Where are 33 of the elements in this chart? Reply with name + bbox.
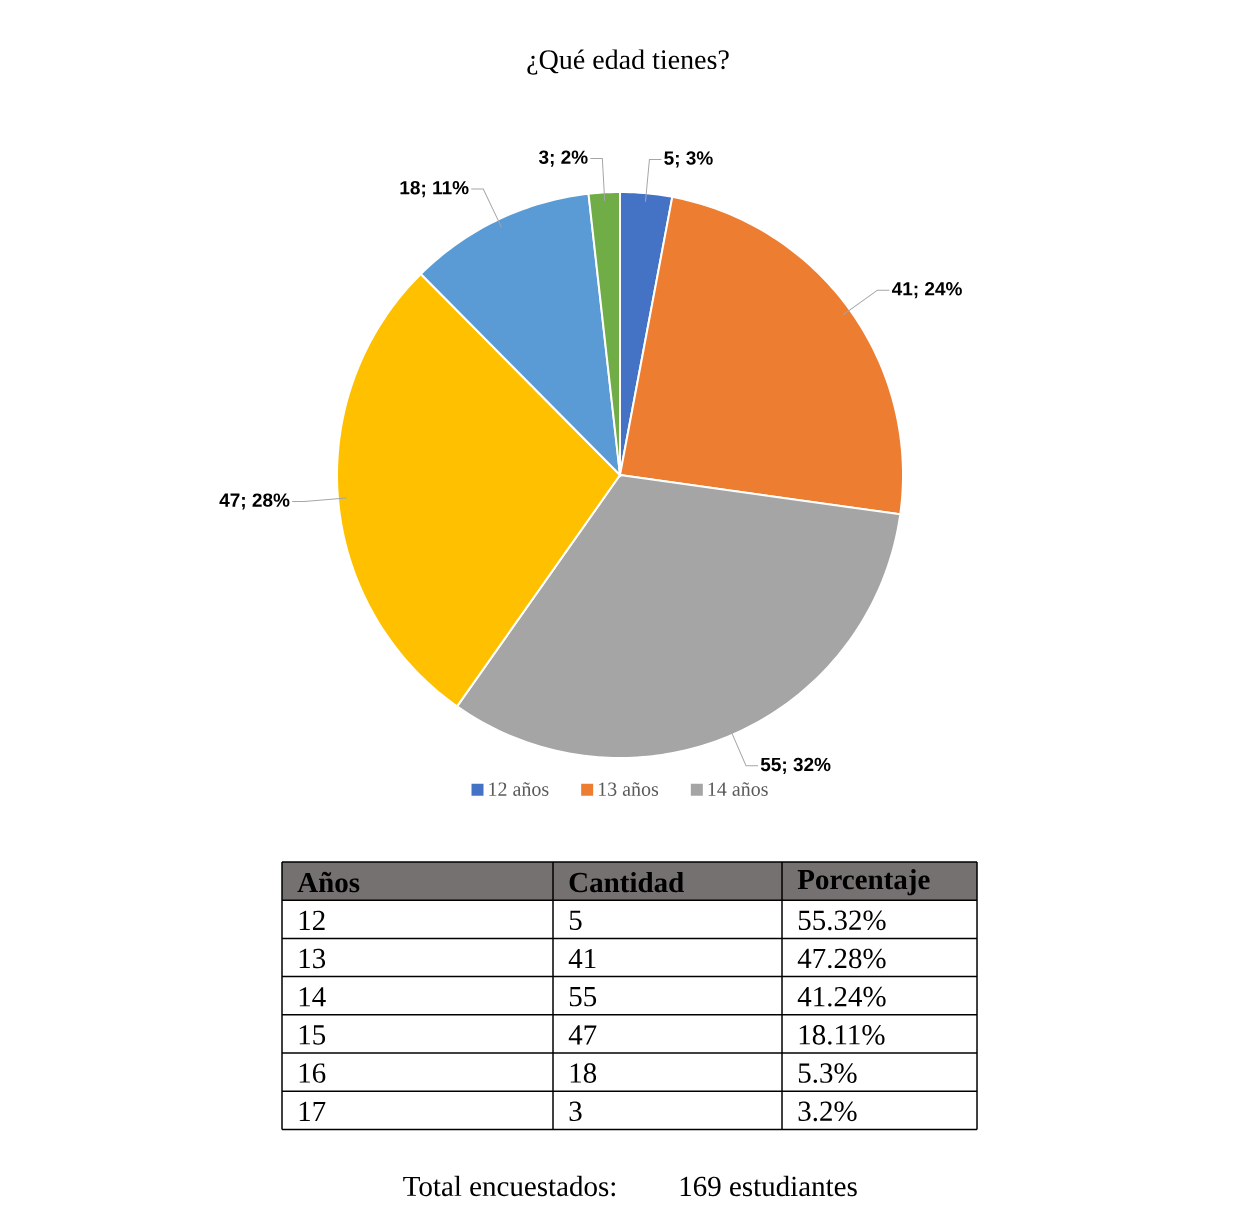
text: Total encuestados:	[403, 1175, 615, 1197]
text: 47.28%	[797, 948, 886, 969]
text: 18.11%	[799, 1025, 885, 1045]
text: 13	[299, 948, 326, 969]
text: 5.3%	[798, 1063, 857, 1083]
text: 41	[568, 948, 596, 969]
text: 169 estudiantes	[680, 1175, 857, 1197]
text: Cantidad	[569, 871, 684, 893]
data-label: 47; 28%	[219, 493, 290, 510]
text: 17	[299, 1101, 326, 1121]
text: 3.2%	[798, 1101, 857, 1122]
text: 12	[299, 910, 325, 930]
data-label: 3; 2%	[538, 150, 588, 167]
legend-label: 13 años	[598, 782, 659, 796]
text: Porcentaje	[797, 868, 930, 896]
text: 47	[568, 1025, 597, 1045]
chart-title: ¿Qué edad tienes?	[527, 49, 729, 75]
text: 16	[299, 1063, 326, 1083]
data-label: 55; 32%	[760, 757, 831, 774]
data-label: 5; 3%	[664, 151, 713, 168]
text: 14	[299, 987, 326, 1007]
text: 55.32%	[798, 910, 886, 931]
text: 55	[569, 987, 597, 1007]
legend-label: 12 años	[489, 782, 549, 796]
text: 15	[299, 1025, 326, 1045]
data-label: 41; 24%	[891, 282, 962, 299]
text: 41.24%	[797, 986, 886, 1007]
text: 18	[570, 1063, 597, 1083]
text: 5	[569, 910, 582, 930]
legend-label: 14 años	[708, 782, 768, 796]
data-label: 18; 11%	[400, 180, 469, 198]
text: 3	[569, 1101, 582, 1122]
text: Años	[297, 871, 360, 893]
